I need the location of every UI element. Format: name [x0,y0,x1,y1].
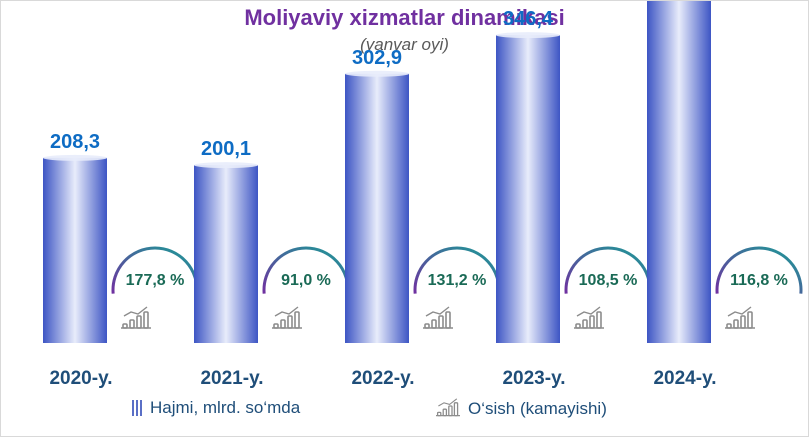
growth-arc [262,246,350,294]
legend: Hajmi, mlrd. so‘mda O‘sish (kamayishi) [0,394,809,428]
legend-growth-icon [436,398,461,417]
bar-value-label: 208,3 [50,131,100,153]
bar-cap [194,162,258,169]
bar-cap [43,154,107,161]
bar-value-label: 346,4 [503,8,554,30]
growth-chart-icon [272,306,302,329]
bar-cap [496,32,560,39]
bar-cap [345,70,409,77]
growth-arc [715,246,803,294]
bar [496,35,560,343]
bar [345,73,409,343]
growth-label: 131,2 % [428,272,487,289]
chart-subtitle: (yanvar oyi) [360,35,449,54]
chart-title: Moliyaviy xizmatlar dinamikasi [244,5,565,30]
bar-value-label: 200,1 [201,138,251,160]
legend-item-growth: O‘sish (kamayishi) [436,398,607,420]
category-label: 2024-y. [653,368,716,389]
growth-label: 91,0 % [281,272,331,289]
growth-label: 116,8 % [730,272,788,289]
growth-arc [564,246,652,294]
bar [43,157,107,343]
growth-chart-icon [423,306,453,329]
bar-value-label: 302,9 [352,47,402,69]
legend-item-volume: Hajmi, mlrd. so‘mda [132,398,300,418]
legend-label-volume: Hajmi, mlrd. so‘mda [150,398,301,417]
growth-label: 177,8 % [126,272,185,289]
growth-label: 108,5 % [579,272,638,289]
growth-arc [413,246,501,294]
category-label: 2021-y. [200,368,263,389]
legend-label-growth: O‘sish (kamayishi) [468,399,607,418]
category-label: 2020-y. [49,368,112,389]
category-label: 2022-y. [351,368,414,389]
bar [647,0,711,344]
bar-swatch-icon [132,400,144,416]
growth-chart-icon [121,306,151,329]
growth-chart-icon [725,306,755,329]
growth-arc [111,246,199,294]
growth-chart-icon [574,306,604,329]
bar [194,165,258,343]
growth-chart-icon [436,398,461,417]
category-label: 2023-y. [502,368,565,389]
